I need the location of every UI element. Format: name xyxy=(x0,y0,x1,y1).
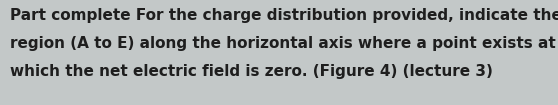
Text: Part complete For the charge distribution provided, indicate the: Part complete For the charge distributio… xyxy=(10,8,558,23)
Text: region (A to E) along the horizontal axis where a point exists at: region (A to E) along the horizontal axi… xyxy=(10,36,556,51)
Text: which the net electric field is zero. (Figure 4) (lecture 3): which the net electric field is zero. (F… xyxy=(10,64,493,79)
